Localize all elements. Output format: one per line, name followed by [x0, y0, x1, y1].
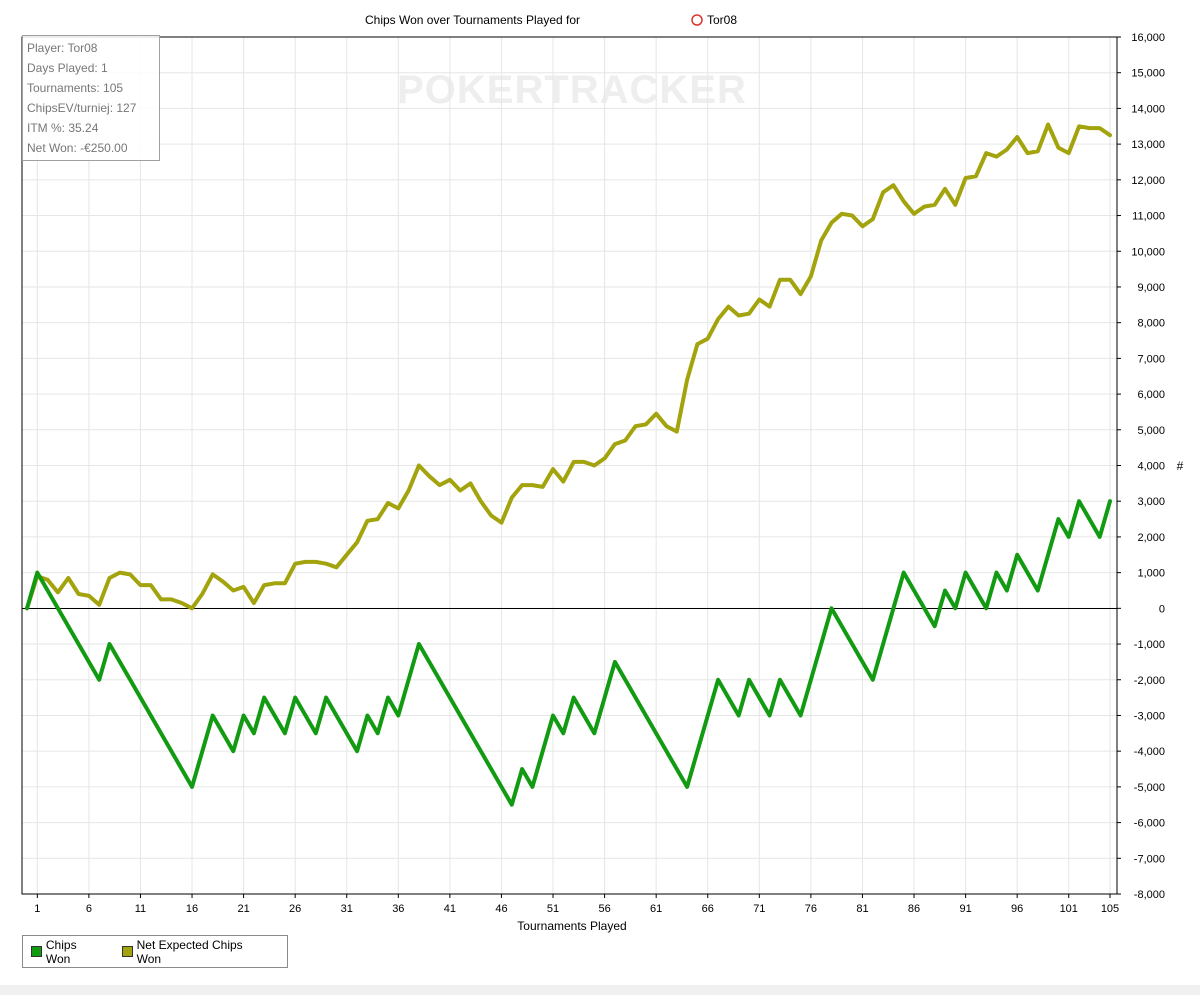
stats-box: Player: Tor08 Days Played: 1 Tournaments… — [22, 35, 160, 161]
y-tick-label: 10,000 — [1131, 246, 1165, 258]
x-tick-label: 91 — [959, 903, 971, 915]
stat-net-won: Net Won: -€250.00 — [27, 141, 128, 155]
y-tick-label: 13,000 — [1131, 139, 1165, 151]
chart-title-player: Tor08 — [707, 13, 737, 27]
y-axis-label: # — [1177, 459, 1184, 473]
grid — [22, 36, 1117, 895]
y-axis-ticks: 16,000 15,000 14,000 13,000 12,000 11,000 10,0… — [1117, 32, 1165, 901]
x-tick-label: 41 — [444, 903, 456, 915]
x-tick-label: 66 — [702, 903, 714, 915]
y-tick-label: -8,000 — [1134, 889, 1165, 901]
y-tick-label: 9,000 — [1137, 282, 1165, 294]
legend-item-chips-won[interactable]: Chips Won — [31, 938, 104, 966]
x-tick-label: 16 — [186, 903, 198, 915]
y-tick-label: 12,000 — [1131, 175, 1165, 187]
x-axis-ticks: 1 6 11 16 21 26 31 36 41 46 51 56 61 66 71 76 81 86 91 96 10… — [34, 894, 1119, 915]
legend-label-net-expected: Net Expected Chips Won — [136, 937, 243, 966]
series-line-net-expected-chips-won — [25, 122, 1112, 611]
chart-title: Chips Won over Tournaments Played for — [365, 13, 580, 27]
x-tick-label: 96 — [1011, 903, 1023, 915]
y-tick-label: 16,000 — [1131, 32, 1165, 44]
y-tick-label: 7,000 — [1137, 353, 1165, 365]
y-tick-label: 11,000 — [1132, 211, 1165, 223]
x-tick-label: 61 — [650, 903, 662, 915]
x-tick-label: 105 — [1101, 903, 1119, 915]
y-tick-label: -3,000 — [1134, 710, 1165, 722]
x-tick-label: 101 — [1060, 903, 1078, 915]
y-tick-label: 6,000 — [1137, 389, 1165, 401]
stat-days-played: Days Played: 1 — [27, 61, 108, 75]
stat-player: Player: Tor08 — [27, 41, 98, 55]
x-tick-label: 36 — [392, 903, 404, 915]
y-tick-label: -5,000 — [1134, 782, 1165, 794]
x-tick-label: 26 — [289, 903, 301, 915]
stat-tournaments: Tournaments: 105 — [27, 81, 124, 95]
x-tick-label: 6 — [86, 903, 92, 915]
x-tick-label: 11 — [135, 903, 146, 915]
y-tick-label: 3,000 — [1137, 496, 1165, 508]
series-line-chips-won — [25, 499, 1112, 807]
y-tick-label: 4,000 — [1137, 461, 1165, 473]
legend: Chips Won Net Expected Chips Won — [22, 935, 288, 968]
x-tick-label: 81 — [856, 903, 868, 915]
y-tick-label: -4,000 — [1134, 746, 1165, 758]
y-tick-label: 15,000 — [1131, 68, 1165, 80]
y-tick-label: -2,000 — [1134, 675, 1165, 687]
x-tick-label: 56 — [598, 903, 610, 915]
y-tick-label: 0 — [1159, 603, 1165, 615]
stat-chips-ev: ChipsEV/turniej: 127 — [27, 101, 137, 115]
series-lines — [25, 122, 1112, 807]
x-tick-label: 71 — [753, 903, 765, 915]
y-tick-label: -6,000 — [1134, 818, 1165, 830]
y-tick-label: 1,000 — [1137, 568, 1165, 580]
legend-swatch-chips-won — [31, 946, 42, 957]
x-tick-label: 86 — [908, 903, 920, 915]
x-tick-label: 31 — [341, 903, 353, 915]
legend-item-net-expected[interactable]: Net Expected Chips Won — [121, 937, 269, 966]
watermark: POKERTRACKER — [397, 68, 747, 112]
x-tick-label: 76 — [805, 903, 817, 915]
legend-label-chips-won: Chips Won — [45, 937, 77, 966]
x-tick-label: 21 — [237, 903, 249, 915]
y-tick-label: -1,000 — [1134, 639, 1165, 651]
y-tick-label: 14,000 — [1131, 103, 1165, 115]
player-icon — [691, 14, 703, 26]
x-tick-label: 51 — [547, 903, 559, 915]
x-tick-label: 46 — [495, 903, 507, 915]
x-tick-label: 1 — [34, 903, 40, 915]
x-axis-label: Tournaments Played — [517, 919, 626, 933]
y-tick-label: 8,000 — [1137, 318, 1165, 330]
stat-itm: ITM %: 35.24 — [27, 121, 99, 135]
status-strip — [0, 985, 1200, 995]
y-tick-label: -7,000 — [1134, 853, 1165, 865]
y-tick-label: 2,000 — [1137, 532, 1165, 544]
legend-swatch-net-expected — [121, 946, 133, 957]
y-tick-label: 5,000 — [1137, 425, 1165, 437]
